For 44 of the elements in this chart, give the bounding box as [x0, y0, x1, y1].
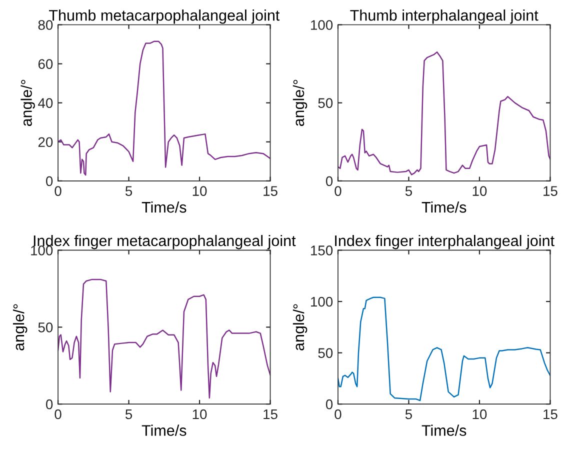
y-tick-label: 0 — [326, 176, 333, 186]
x-axis-title: Time/s — [422, 424, 466, 436]
x-tick-label: 5 — [405, 409, 412, 420]
y-tick-label: 50 — [318, 98, 333, 108]
x-axis-title: Time/s — [142, 201, 186, 213]
x-tick-label: 0 — [334, 409, 342, 420]
x-tick-label: 5 — [125, 409, 132, 420]
x-tick-label: 0 — [334, 186, 342, 196]
y-axis-title: angle/° — [292, 80, 308, 126]
line-series — [338, 296, 550, 402]
y-tick-label: 20 — [38, 137, 53, 148]
x-tick-label: 5 — [125, 186, 132, 196]
y-tick-label: 50 — [318, 348, 333, 358]
x-tick-label: 15 — [264, 186, 278, 196]
x-tick-label: 10 — [472, 409, 487, 420]
y-tick-label: 150 — [311, 246, 333, 256]
x-axis-title: Time/s — [142, 424, 186, 436]
x-tick-label: 15 — [544, 409, 558, 420]
y-tick-label: 100 — [311, 296, 333, 307]
x-tick-label: 15 — [544, 186, 558, 196]
chart-title: Thumb interphalangeal joint — [350, 10, 538, 24]
y-tick-label: 40 — [38, 98, 53, 108]
line-series — [58, 40, 270, 176]
line-series — [338, 51, 550, 176]
x-tick-label: 10 — [192, 409, 207, 420]
y-tick-label: 0 — [326, 399, 333, 410]
x-tick-label: 0 — [54, 409, 62, 420]
x-axis-title: Time/s — [422, 201, 466, 213]
x-tick-label: 0 — [54, 186, 62, 196]
y-tick-label: 100 — [311, 20, 333, 30]
y-tick-label: 50 — [38, 322, 53, 332]
y-tick-label: 0 — [46, 176, 53, 186]
chart-title: Index finger interphalangeal joint — [335, 234, 554, 250]
line-series — [58, 278, 270, 399]
y-axis-title: angle/° — [292, 304, 308, 350]
y-tick-label: 0 — [46, 399, 53, 410]
x-tick-label: 5 — [405, 186, 412, 196]
y-tick-label: 60 — [38, 59, 53, 69]
y-axis-title: angle/° — [12, 304, 28, 350]
x-tick-label: 10 — [192, 186, 207, 196]
x-tick-label: 15 — [264, 409, 278, 420]
y-tick-label: 80 — [38, 20, 53, 30]
x-tick-label: 10 — [472, 186, 487, 196]
y-axis-title: angle/° — [20, 80, 35, 126]
